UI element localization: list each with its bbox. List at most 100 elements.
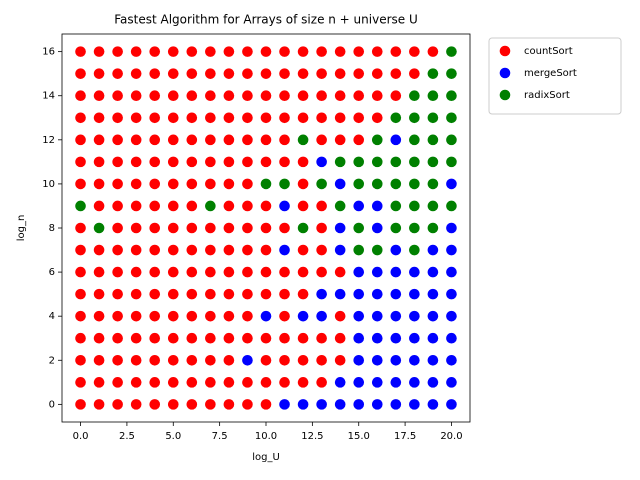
scatter-point: [409, 178, 420, 190]
scatter-point: [186, 332, 198, 344]
scatter-point: [75, 178, 86, 190]
scatter-point: [223, 134, 235, 146]
scatter-point: [260, 399, 272, 410]
scatter-point: [371, 200, 383, 212]
scatter-point: [242, 377, 253, 388]
scatter-point: [409, 112, 420, 124]
scatter-point: [353, 244, 365, 256]
scatter-point: [75, 332, 86, 344]
scatter-point: [205, 399, 216, 410]
scatter-point: [112, 310, 123, 322]
scatter-point: [223, 332, 235, 344]
scatter-point: [297, 266, 309, 278]
scatter-point: [279, 68, 290, 79]
scatter-point: [205, 222, 216, 234]
scatter-point: [427, 288, 439, 300]
scatter-point: [167, 377, 179, 388]
scatter-point: [353, 354, 365, 366]
scatter-point: [75, 90, 86, 102]
scatter-point: [75, 244, 86, 256]
scatter-point: [167, 310, 179, 322]
scatter-point: [223, 156, 235, 168]
scatter-point: [205, 134, 216, 146]
scatter-point: [446, 332, 457, 344]
scatter-point: [205, 178, 216, 190]
scatter-point: [390, 178, 402, 190]
scatter-point: [427, 200, 439, 212]
scatter-point: [427, 332, 439, 344]
scatter-point: [316, 112, 327, 124]
scatter-point: [446, 200, 457, 212]
scatter-point: [279, 156, 290, 168]
scatter-point: [409, 156, 420, 168]
scatter-point: [353, 156, 365, 168]
scatter-point: [205, 68, 216, 79]
scatter-point: [260, 244, 272, 256]
scatter-point: [390, 266, 402, 278]
scatter-point: [371, 244, 383, 256]
scatter-point: [279, 288, 290, 300]
scatter-point: [149, 310, 161, 322]
scatter-point: [334, 288, 346, 300]
scatter-point: [242, 244, 253, 256]
scatter-point: [75, 112, 86, 124]
y-axis-label: log_n: [16, 215, 27, 242]
scatter-point: [167, 244, 179, 256]
scatter-point: [409, 377, 420, 388]
scatter-point: [297, 377, 309, 388]
scatter-point: [149, 222, 161, 234]
scatter-point: [75, 266, 86, 278]
scatter-point: [186, 178, 198, 190]
scatter-point: [371, 377, 383, 388]
scatter-point: [427, 310, 439, 322]
x-tick-label: 15.0: [348, 431, 370, 442]
scatter-point: [279, 112, 290, 124]
scatter-point: [242, 134, 253, 146]
scatter-point: [297, 68, 309, 79]
scatter-point: [75, 200, 86, 212]
scatter-point: [446, 222, 457, 234]
scatter-point: [409, 134, 420, 146]
scatter-point: [205, 288, 216, 300]
scatter-point: [334, 266, 346, 278]
scatter-point: [75, 377, 86, 388]
scatter-point: [316, 90, 327, 102]
scatter-point: [186, 266, 198, 278]
scatter-point: [186, 354, 198, 366]
scatter-point: [334, 112, 346, 124]
scatter-point: [446, 310, 457, 322]
scatter-point: [149, 178, 161, 190]
scatter-point: [149, 266, 161, 278]
scatter-point: [409, 46, 420, 57]
scatter-point: [149, 288, 161, 300]
scatter-point: [409, 68, 420, 79]
scatter-point: [167, 332, 179, 344]
scatter-point: [112, 244, 123, 256]
scatter-point: [186, 310, 198, 322]
scatter-point: [334, 200, 346, 212]
scatter-point: [242, 90, 253, 102]
scatter-point: [167, 134, 179, 146]
y-tick-label: 10: [42, 179, 55, 190]
scatter-point: [390, 68, 402, 79]
y-tick-label: 2: [49, 355, 55, 366]
scatter-point: [390, 399, 402, 410]
scatter-point: [205, 90, 216, 102]
scatter-point: [112, 288, 123, 300]
scatter-point: [260, 200, 272, 212]
scatter-point: [279, 399, 290, 410]
scatter-point: [297, 354, 309, 366]
scatter-point: [427, 399, 439, 410]
y-tick-label: 14: [42, 91, 55, 102]
scatter-point: [223, 222, 235, 234]
y-tick-label: 4: [49, 311, 55, 322]
scatter-point: [223, 90, 235, 102]
scatter-point: [371, 399, 383, 410]
scatter-point: [93, 46, 105, 57]
scatter-point: [242, 354, 253, 366]
scatter-point: [334, 377, 346, 388]
scatter-point: [334, 244, 346, 256]
scatter-point: [390, 222, 402, 234]
scatter-point: [371, 222, 383, 234]
